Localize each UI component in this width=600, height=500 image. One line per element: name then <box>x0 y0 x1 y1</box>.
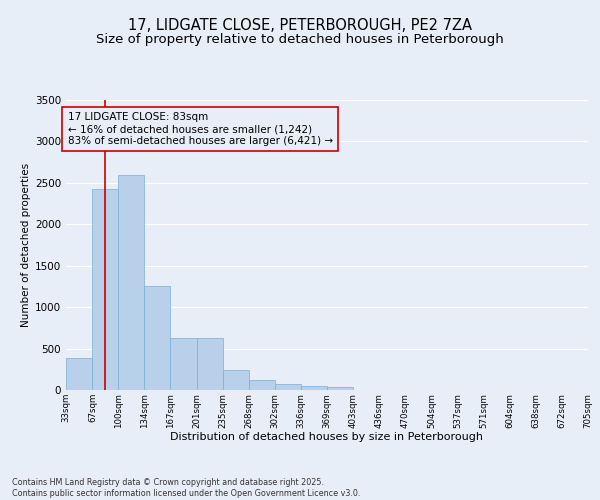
Bar <box>223 370 248 390</box>
Text: Size of property relative to detached houses in Peterborough: Size of property relative to detached ho… <box>96 32 504 46</box>
Y-axis label: Number of detached properties: Number of detached properties <box>21 163 31 327</box>
Bar <box>66 358 92 390</box>
Bar <box>275 384 301 390</box>
Bar <box>248 380 275 390</box>
Bar <box>170 338 197 390</box>
Text: Contains HM Land Registry data © Crown copyright and database right 2025.
Contai: Contains HM Land Registry data © Crown c… <box>12 478 361 498</box>
Bar <box>145 286 170 390</box>
Text: 17, LIDGATE CLOSE, PETERBOROUGH, PE2 7ZA: 17, LIDGATE CLOSE, PETERBOROUGH, PE2 7ZA <box>128 18 472 32</box>
Text: 17 LIDGATE CLOSE: 83sqm
← 16% of detached houses are smaller (1,242)
83% of semi: 17 LIDGATE CLOSE: 83sqm ← 16% of detache… <box>68 112 332 146</box>
X-axis label: Distribution of detached houses by size in Peterborough: Distribution of detached houses by size … <box>170 432 484 442</box>
Bar <box>301 386 327 390</box>
Bar <box>118 174 145 390</box>
Bar <box>197 338 223 390</box>
Bar <box>327 386 353 390</box>
Bar <box>92 190 118 390</box>
